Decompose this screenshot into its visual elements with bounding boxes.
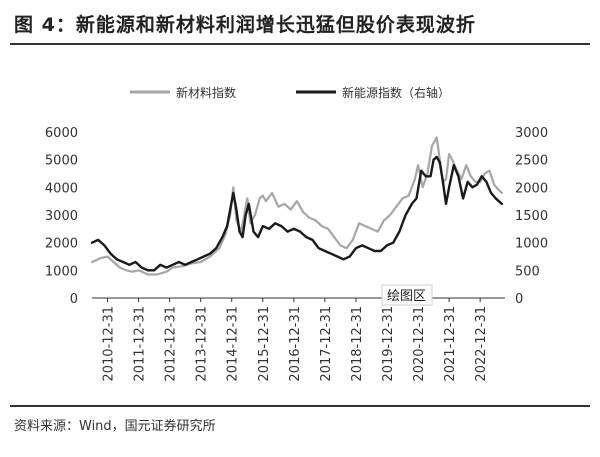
y-left-tick-label: 4000 bbox=[45, 181, 78, 196]
y-left-tick-label: 5000 bbox=[45, 154, 78, 169]
y-right-tick-label: 1000 bbox=[515, 237, 548, 252]
y-left-tick-label: 3000 bbox=[45, 209, 78, 224]
y-left-tick-label: 6000 bbox=[45, 126, 78, 141]
x-tick-label: 2013-12-31 bbox=[195, 306, 210, 382]
y-left-tick-label: 0 bbox=[70, 292, 78, 307]
legend-new-materials-label: 新材料指数 bbox=[176, 85, 236, 100]
tooltip-box bbox=[381, 284, 433, 306]
legend-new-energy-label: 新能源指数（右轴） bbox=[342, 85, 450, 100]
tooltip-label: 绘图区 bbox=[387, 289, 426, 304]
x-tick-label: 2017-12-31 bbox=[319, 306, 334, 382]
series-line-new-energy bbox=[90, 155, 504, 272]
plot-area-tooltip: 绘图区 bbox=[381, 284, 433, 306]
series-layer bbox=[90, 136, 504, 276]
y-right-tick-label: 500 bbox=[515, 264, 540, 279]
x-tick-label: 2016-12-31 bbox=[288, 306, 303, 382]
y-right-tick-label: 2500 bbox=[515, 154, 548, 169]
x-tick-label: 2018-12-31 bbox=[350, 306, 365, 382]
y-left-tick-label: 1000 bbox=[45, 264, 78, 279]
x-tick-label: 2012-12-31 bbox=[164, 306, 179, 382]
source-divider bbox=[10, 405, 590, 407]
x-tick-label: 2015-12-31 bbox=[257, 306, 272, 382]
y-right-tick-label: 0 bbox=[515, 292, 523, 307]
x-tick-label: 2010-12-31 bbox=[102, 306, 117, 382]
y-right-tick-label: 2000 bbox=[515, 181, 548, 196]
source-note: 资料来源：Wind，国元证券研究所 bbox=[14, 419, 216, 434]
y-right-tick-label: 3000 bbox=[515, 126, 548, 141]
series-line-new-materials bbox=[90, 136, 503, 276]
figure-title: 图 4：新能源和新材料利润增长迅猛但股价表现波折 bbox=[14, 14, 476, 36]
x-tick-label: 2014-12-31 bbox=[226, 306, 241, 382]
x-tick-label: 2011-12-31 bbox=[133, 306, 148, 382]
x-tick-label: 2020-12-31 bbox=[412, 306, 427, 382]
x-tick-label: 2022-12-31 bbox=[474, 306, 489, 382]
chart-axes: 0 1000 2000 3000 4000 5000 6000 0 500 1000 1500 200… bbox=[45, 126, 548, 382]
x-tick-label: 2021-12-31 bbox=[443, 306, 458, 382]
title-divider bbox=[10, 43, 590, 45]
y-left-tick-label: 2000 bbox=[45, 237, 78, 252]
y-right-tick-label: 1500 bbox=[515, 209, 548, 224]
chart-legend: 新材料指数 新能源指数（右轴） bbox=[130, 85, 450, 100]
x-tick-label: 2019-12-31 bbox=[381, 306, 396, 382]
